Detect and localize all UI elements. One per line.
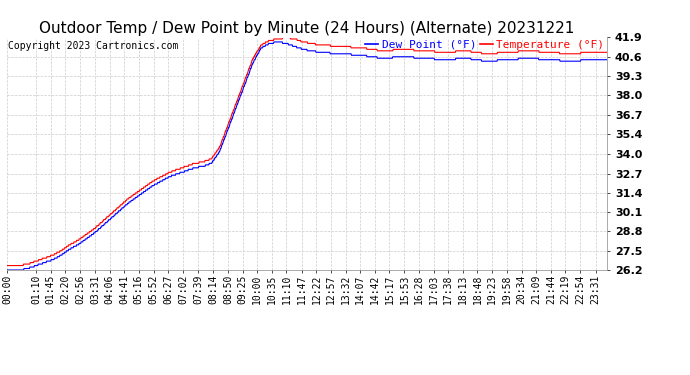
Legend: Dew Point (°F), Temperature (°F): Dew Point (°F), Temperature (°F) (365, 40, 604, 50)
Text: Copyright 2023 Cartronics.com: Copyright 2023 Cartronics.com (8, 41, 178, 51)
Title: Outdoor Temp / Dew Point by Minute (24 Hours) (Alternate) 20231221: Outdoor Temp / Dew Point by Minute (24 H… (39, 21, 575, 36)
